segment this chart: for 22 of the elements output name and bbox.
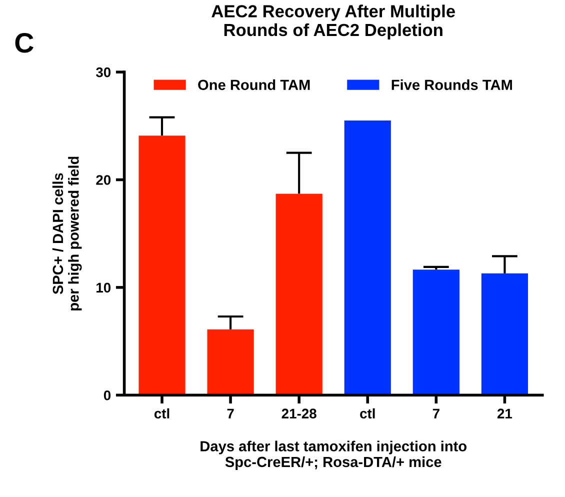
x-axis-title: Days after last tamoxifen injection into Spc-CreER/+; Rosa-DTA/+ mice: [200, 440, 466, 470]
bar: [481, 273, 528, 396]
y-tick-label: 10: [96, 282, 111, 293]
x-tick-label: 21: [497, 408, 512, 418]
x-tick-label: 7: [227, 408, 234, 418]
bar: [276, 194, 322, 396]
x-tick-label: ctl: [360, 408, 375, 419]
y-tick-label: 30: [96, 67, 111, 78]
bar: [138, 136, 186, 396]
x-tick-label: 7: [432, 408, 440, 418]
x-tick-label: ctl: [154, 408, 170, 419]
x-tick-label: 21-28: [282, 408, 316, 419]
chart-title: AEC2 Recovery After Multiple Rounds of AEC2 Depletion: [212, 4, 455, 40]
text: C: [15, 33, 34, 53]
bar: [412, 270, 460, 396]
bar: [207, 329, 254, 396]
y-tick-label: 0: [104, 390, 111, 400]
y-axis-title: SPC+ / DAPI cells per high powered field: [52, 156, 82, 310]
legend-label: Five Rounds TAM: [392, 79, 512, 90]
y-tick-label: 20: [96, 175, 111, 185]
bar: [344, 120, 391, 396]
legend-label: One Round TAM: [198, 79, 310, 90]
